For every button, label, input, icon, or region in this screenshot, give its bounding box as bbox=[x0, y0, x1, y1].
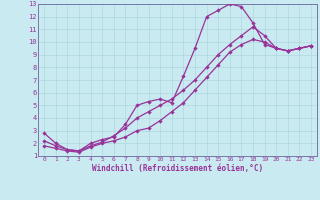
X-axis label: Windchill (Refroidissement éolien,°C): Windchill (Refroidissement éolien,°C) bbox=[92, 164, 263, 173]
